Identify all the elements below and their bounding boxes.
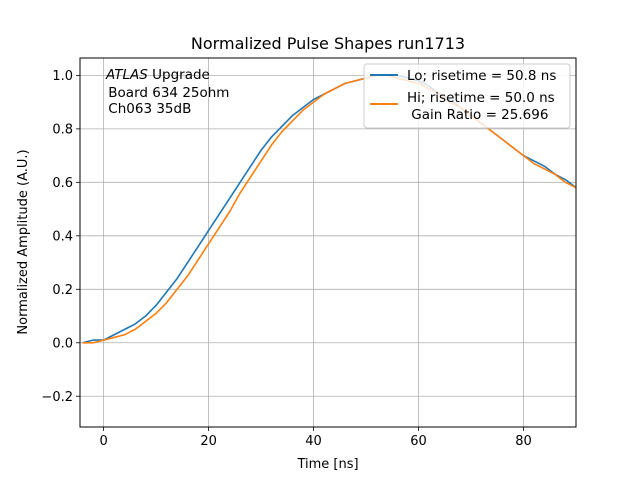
y-tick-label: 0.2 bbox=[52, 283, 73, 298]
y-tick-label: 0.0 bbox=[52, 336, 73, 351]
annotation-board: Board 634 25ohm bbox=[104, 85, 229, 101]
legend-label-lo: Lo; risetime = 50.8 ns bbox=[407, 68, 556, 84]
series-line-hi bbox=[82, 74, 576, 344]
annotation-upgrade: Upgrade bbox=[148, 67, 210, 83]
legend-label-gain-ratio: Gain Ratio = 25.696 bbox=[407, 107, 548, 123]
annotation-channel: Ch063 35dB bbox=[104, 101, 191, 117]
plot-frame bbox=[79, 57, 577, 428]
legend-box bbox=[363, 63, 571, 129]
legend-label-hi: Hi; risetime = 50.0 ns bbox=[407, 90, 555, 106]
ticks: 0 20 40 60 80 −0.2 0.0 0.2 0.4 0.6 0.8 1.0 bbox=[41, 69, 531, 449]
y-tick-label: 0.8 bbox=[52, 122, 73, 137]
x-tick-label: 20 bbox=[200, 434, 217, 449]
annotation: ATLAS Upgrade Board 634 25ohm Ch063 35dB bbox=[104, 67, 229, 117]
x-tick-label: 80 bbox=[515, 434, 532, 449]
svg-text:ATLAS Upgrade: ATLAS Upgrade bbox=[105, 67, 210, 83]
x-tick-label: 40 bbox=[305, 434, 322, 449]
x-axis-label: Time [ns] bbox=[296, 457, 358, 472]
y-tick-label: 1.0 bbox=[52, 69, 73, 84]
series-layer bbox=[82, 74, 576, 344]
x-tick-label: 60 bbox=[410, 434, 427, 449]
y-tick-label: −0.2 bbox=[41, 390, 73, 405]
legend: Lo; risetime = 50.8 ns Hi; risetime = 50… bbox=[363, 63, 571, 129]
y-tick-label: 0.4 bbox=[52, 229, 73, 244]
annotation-atlas: ATLAS bbox=[105, 67, 148, 83]
x-tick-label: 0 bbox=[99, 434, 107, 449]
y-tick-label: 0.6 bbox=[52, 176, 73, 191]
chart-title: Normalized Pulse Shapes run1713 bbox=[191, 34, 465, 53]
y-axis-label: Normalized Amplitude (A.U.) bbox=[16, 149, 31, 334]
